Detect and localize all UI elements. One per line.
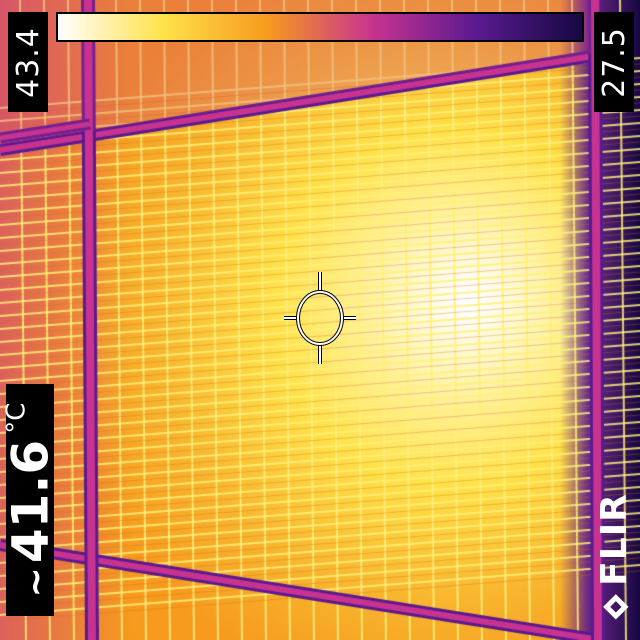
spot-temperature-readout: ~41.6°C: [1, 384, 59, 616]
scale-max-label: 43.4: [8, 12, 48, 112]
brand-logo: FLIR: [592, 482, 636, 626]
temperature-unit: °C: [1, 402, 32, 434]
flir-diamond-icon: [602, 593, 629, 620]
temperature-scale-bar: [56, 12, 584, 42]
scale-max-value: 43.4: [10, 26, 46, 98]
spot-temperature-value: 41.6: [1, 439, 60, 564]
crosshair-reticle-icon: [284, 272, 356, 364]
scale-min-label: 27.5: [594, 12, 634, 112]
scale-min-value: 27.5: [596, 26, 632, 98]
brand-label: FLIR: [593, 492, 635, 586]
